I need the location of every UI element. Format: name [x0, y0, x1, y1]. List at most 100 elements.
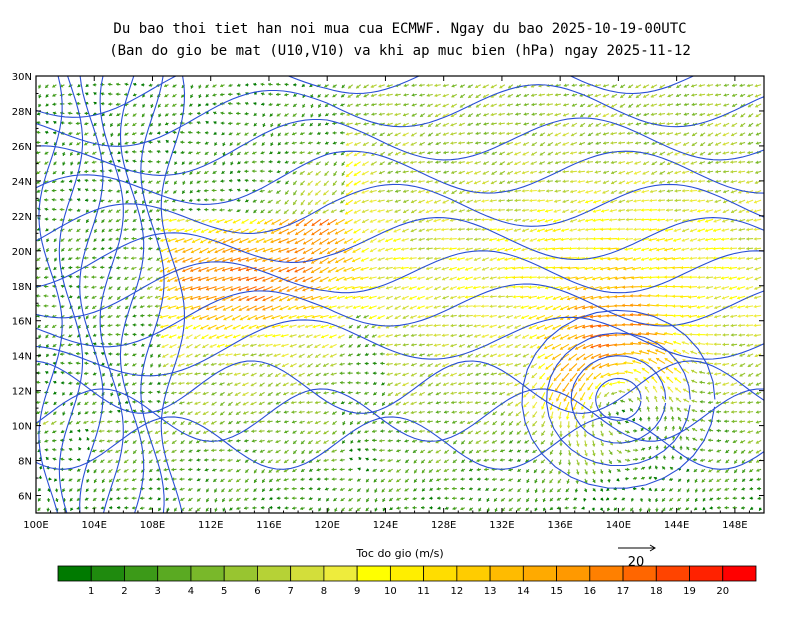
wind-vector-head [93, 469, 97, 474]
wind-vector-head [469, 477, 472, 481]
wind-vector-head [702, 488, 706, 493]
wind-vector-head [228, 478, 232, 482]
wind-vector-head [405, 479, 409, 483]
wind-vector-head [293, 440, 297, 444]
wind-vector-head [427, 401, 431, 405]
wind-vector-head [317, 487, 321, 491]
wind-vector-head [696, 332, 700, 337]
wind-vector-head [566, 480, 570, 484]
wind-vector-head [315, 372, 319, 377]
wind-vector-head [387, 468, 392, 473]
wind-vector-head [541, 415, 545, 419]
wind-vector-head [392, 266, 396, 270]
wind-vector-head [250, 401, 254, 406]
wind-vector-head [84, 497, 89, 501]
wind-vector-head [559, 434, 563, 437]
wind-vector-head [436, 478, 440, 482]
wind-vector-head [412, 496, 416, 501]
wind-vector-head [334, 508, 338, 512]
wind-vector-head [709, 506, 713, 510]
wind-vector-head [468, 486, 472, 491]
wind-vector-head [662, 498, 666, 502]
wind-vector-head [737, 256, 741, 261]
wind-vector-head [452, 420, 456, 424]
wind-vector-head [227, 429, 232, 434]
wind-vector-head [252, 449, 256, 453]
wind-vector-head [737, 314, 741, 318]
wind-vector-head [331, 381, 334, 386]
title-line-2: (Ban do gio be mat (U10,V10) va khi ap m… [109, 43, 691, 59]
wind-vector-head [124, 382, 129, 386]
wind-vector-head [749, 477, 753, 482]
wind-vector-head [692, 427, 696, 432]
wind-vector-head [755, 420, 759, 424]
wind-vector-head [466, 391, 470, 395]
wind-vector-head [124, 429, 128, 434]
wind-vector-head [315, 430, 319, 435]
wind-vector-head [624, 370, 628, 374]
wind-vector-head [251, 439, 255, 443]
wind-vector-head [123, 256, 127, 260]
wind-vector-head [702, 506, 706, 511]
wind-vector-head [45, 371, 49, 375]
wind-vector-head [268, 459, 272, 463]
wind-vector-head [483, 381, 487, 386]
wind-vector-head [630, 322, 633, 327]
wind-vector-head [331, 440, 336, 444]
wind-vector-head [634, 429, 638, 433]
wind-vector-head [633, 368, 637, 373]
wind-vector-head [552, 265, 555, 270]
wind-vector-head [732, 487, 737, 491]
wind-vector-head [148, 506, 152, 511]
wind-vector-head [347, 390, 351, 395]
wind-vector-head [655, 445, 659, 449]
wind-vector-head [564, 497, 568, 501]
wind-vector-head [283, 410, 287, 414]
wind-vector-head [356, 421, 361, 425]
wind-vector-head [148, 323, 151, 327]
wind-vector-head [499, 458, 503, 462]
wind-vector-head [421, 496, 425, 501]
wind-vector-head [267, 449, 271, 454]
wind-vector-head [435, 450, 439, 454]
wind-vector-head [630, 285, 634, 289]
wind-vector-head [435, 410, 439, 414]
wind-vector-head [680, 256, 684, 261]
wind-vector-head [84, 392, 88, 396]
wind-vector-head [284, 419, 288, 424]
wind-vector-head [171, 467, 175, 472]
wind-vector-head [450, 391, 454, 395]
wind-vector-head [259, 383, 263, 387]
wind-vector-head [124, 459, 128, 463]
wind-vector-head [228, 402, 232, 406]
wind-vector-head [581, 506, 585, 510]
wind-vector-head [567, 434, 572, 438]
wind-vector-head [450, 314, 454, 318]
wind-vector-head [124, 372, 128, 376]
wind-vector-head [576, 462, 580, 466]
wind-vector-head [411, 363, 415, 367]
wind-vector-head [666, 376, 670, 380]
wind-vector-head [417, 256, 421, 261]
wind-vector-head [418, 410, 422, 415]
wind-vector-head [323, 372, 327, 377]
wind-vector-head [308, 440, 312, 444]
wind-vector-head [164, 477, 167, 481]
wind-vector-head [323, 421, 327, 425]
wind-vector-head [512, 285, 516, 289]
wind-vector-head [323, 458, 327, 463]
wind-vector-head [630, 498, 635, 502]
wind-vector-head [734, 469, 738, 474]
wind-vector-head [716, 419, 720, 423]
wind-vector-head [699, 428, 703, 432]
wind-vector-head [163, 381, 167, 386]
wind-vector-head [517, 498, 521, 502]
wind-vector-head [131, 256, 134, 260]
wind-vector-head [700, 458, 704, 463]
wind-vector-head [244, 449, 248, 453]
wind-vector-head [525, 507, 529, 511]
wind-vector-head [472, 304, 476, 309]
wind-vector-head [584, 453, 588, 457]
wind-vector-head [478, 508, 482, 512]
wind-vector-head [268, 469, 272, 473]
